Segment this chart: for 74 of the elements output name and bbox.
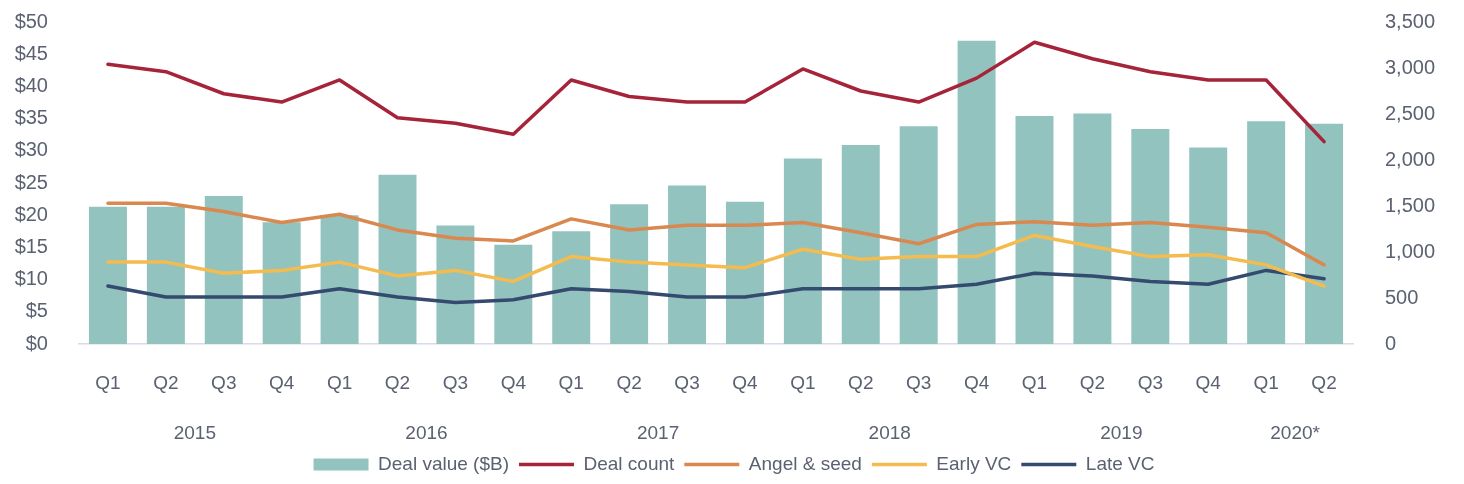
y-tick-label: $50	[14, 9, 48, 32]
bar	[1073, 113, 1112, 344]
x-tick-label: Q1	[326, 371, 353, 393]
text: 2015	[173, 422, 216, 444]
text: 2017	[636, 422, 680, 444]
x-tick-label: Q3	[1137, 371, 1163, 393]
x-tick-label: Q1	[558, 371, 584, 393]
text: 2019	[1100, 422, 1143, 444]
y-tick-label: $45	[14, 41, 48, 64]
bar	[262, 222, 301, 344]
x-tick-label: Q2	[153, 371, 179, 393]
bar	[494, 244, 533, 344]
y2-tick-label: 1,000	[1385, 239, 1436, 262]
bar	[1015, 116, 1054, 344]
bar	[552, 231, 591, 344]
bar	[610, 204, 649, 344]
x-tick-label: Q4	[1195, 371, 1222, 393]
y2-tick-label: 2,000	[1385, 147, 1436, 170]
bar	[841, 145, 880, 344]
y2-tick-label: 1,500	[1385, 193, 1436, 216]
bar	[204, 195, 243, 344]
bar	[1305, 123, 1344, 344]
bar	[378, 174, 417, 344]
x-tick-label: Q2	[616, 371, 642, 393]
x-tick-label: Q1	[1021, 371, 1048, 393]
y2-tick-label: 500	[1385, 285, 1419, 308]
x-tick-label: Q4	[732, 371, 759, 393]
x-tick-label: Q2	[384, 371, 411, 393]
y2-tick-label: 3,500	[1385, 9, 1436, 32]
bar	[668, 185, 707, 344]
bar	[725, 201, 764, 344]
y-tick-label: $25	[14, 170, 48, 193]
y-tick-label: $40	[14, 73, 48, 96]
y-tick-label: $15	[14, 234, 48, 257]
legend-label: Late VC	[1085, 452, 1155, 474]
x-tick-label: Q2	[848, 371, 874, 393]
bar	[88, 206, 127, 344]
y2-tick-label: 2,500	[1385, 101, 1436, 124]
x-tick-label: Q1	[95, 371, 121, 393]
bar	[320, 215, 359, 344]
legend-label: Angel & seed	[748, 452, 862, 474]
y-tick-label: $5	[25, 299, 48, 322]
x-tick-label: Q2	[1079, 371, 1106, 393]
y2-tick-label: 0	[1385, 331, 1397, 354]
x-tick-label: Q3	[674, 371, 700, 393]
text: 2018	[868, 422, 911, 444]
bar	[899, 126, 938, 344]
x-tick-label: Q3	[906, 371, 932, 393]
x-tick-label: Q1	[1253, 371, 1279, 393]
x-tick-label: Q4	[963, 371, 990, 393]
bar	[1189, 147, 1228, 344]
bar	[1247, 121, 1286, 344]
x-tick-label: Q1	[790, 371, 816, 393]
bar	[783, 158, 822, 344]
y-tick-label: $35	[14, 106, 48, 129]
legend-label: Early VC	[936, 452, 1012, 474]
y-tick-label: $20	[14, 202, 48, 225]
legend-label: Deal count	[583, 452, 676, 474]
x-tick-label: Q4	[269, 371, 295, 393]
bar	[957, 40, 996, 344]
x-tick-label: Q3	[442, 371, 469, 393]
bar	[146, 206, 185, 344]
legend-label: Deal value ($B)	[378, 452, 509, 474]
y2-tick-label: 3,000	[1385, 55, 1436, 78]
y-tick-label: $10	[14, 267, 48, 290]
bar	[1131, 128, 1170, 344]
bar	[436, 225, 475, 344]
x-tick-label: Q4	[500, 371, 527, 393]
text: 2016	[405, 422, 448, 444]
x-tick-label: Q2	[1311, 371, 1337, 393]
x-tick-label: Q3	[211, 371, 237, 393]
y-tick-label: $0	[25, 331, 48, 354]
text: 2020*	[1270, 422, 1321, 444]
y-tick-label: $30	[14, 138, 48, 161]
